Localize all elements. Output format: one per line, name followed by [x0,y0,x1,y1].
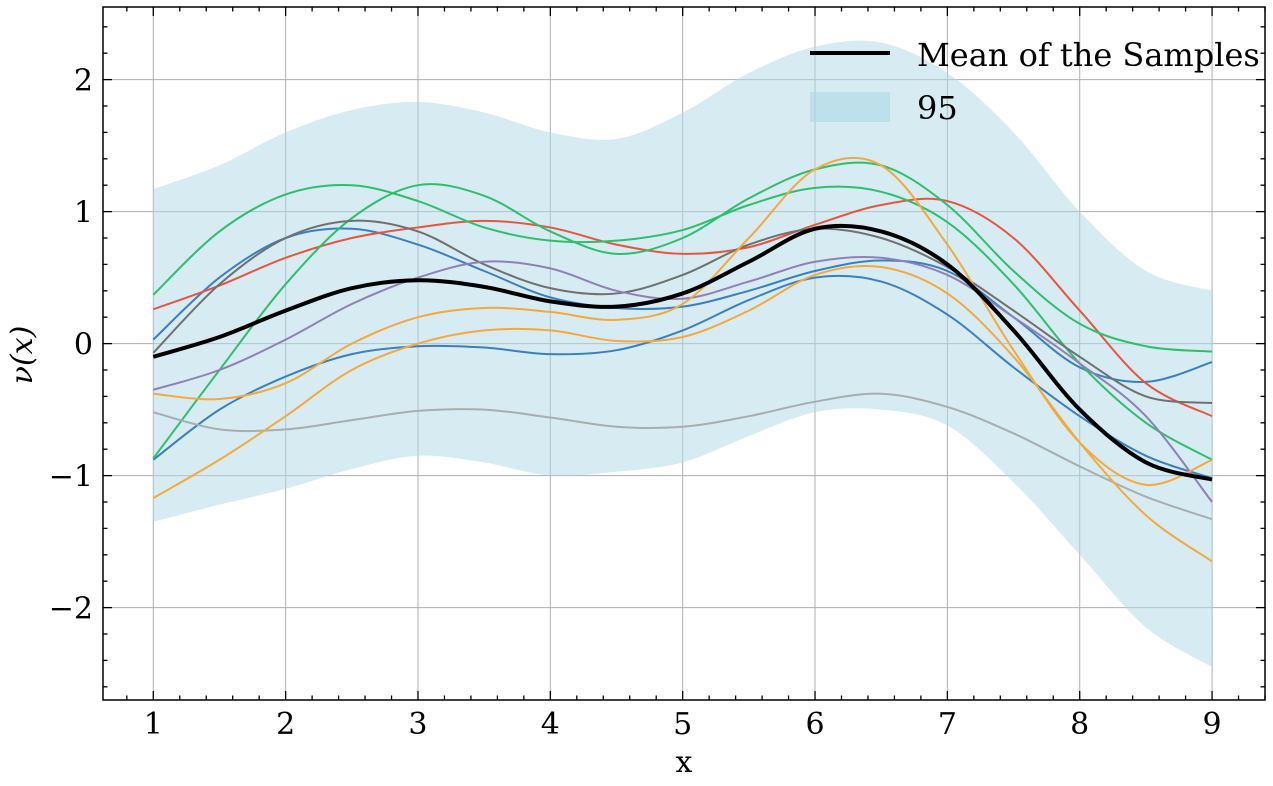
series-line-mean-of-samples [152,223,1213,482]
y-tick-label: −2 [49,592,93,627]
x-tick-label: 4 [541,707,560,742]
x-tick-label: 3 [408,707,427,742]
series-line-sample-purple [153,255,1213,503]
x-tick-label: 8 [1070,707,1089,742]
tick-labels: 1 2 3 4 5 6 7 8 9 −2 −1 0 1 2 [49,64,1222,742]
legend-mean-label: Mean of the Samples [917,36,1260,74]
x-tick-label: 5 [673,707,692,742]
series-line-sample-green-2 [152,161,1213,460]
x-tick-label: 7 [938,707,957,742]
series-line-sample-blue-1 [152,227,1213,383]
legend-band-label: 95 [917,89,958,127]
series-line-sample-gray-light [153,392,1213,521]
legend: Mean of the Samples 95 [810,36,1260,127]
ticks [103,7,1266,700]
series-line-sample-orange-2 [152,264,1213,563]
y-tick-label: 2 [74,64,93,99]
plot-frame [102,6,1266,701]
series-line-sample-green-1 [152,183,1213,461]
y-axis-label: ν(x) [5,326,40,385]
y-tick-label: 1 [74,196,93,231]
x-tick-label: 6 [805,707,824,742]
confidence-band-95 [153,40,1213,668]
series-line-sample-gray-dark [152,219,1213,404]
x-tick-label: 1 [144,707,163,742]
y-tick-label: −1 [49,460,93,495]
legend-band-swatch [810,92,890,122]
confidence-band-layer [153,40,1213,668]
x-tick-label: 2 [276,707,295,742]
series-layer [152,156,1213,563]
x-axis-label: x [676,745,693,780]
x-tick-label: 9 [1203,707,1222,742]
series-line-sample-red [152,197,1213,418]
y-tick-label: 0 [74,328,93,363]
